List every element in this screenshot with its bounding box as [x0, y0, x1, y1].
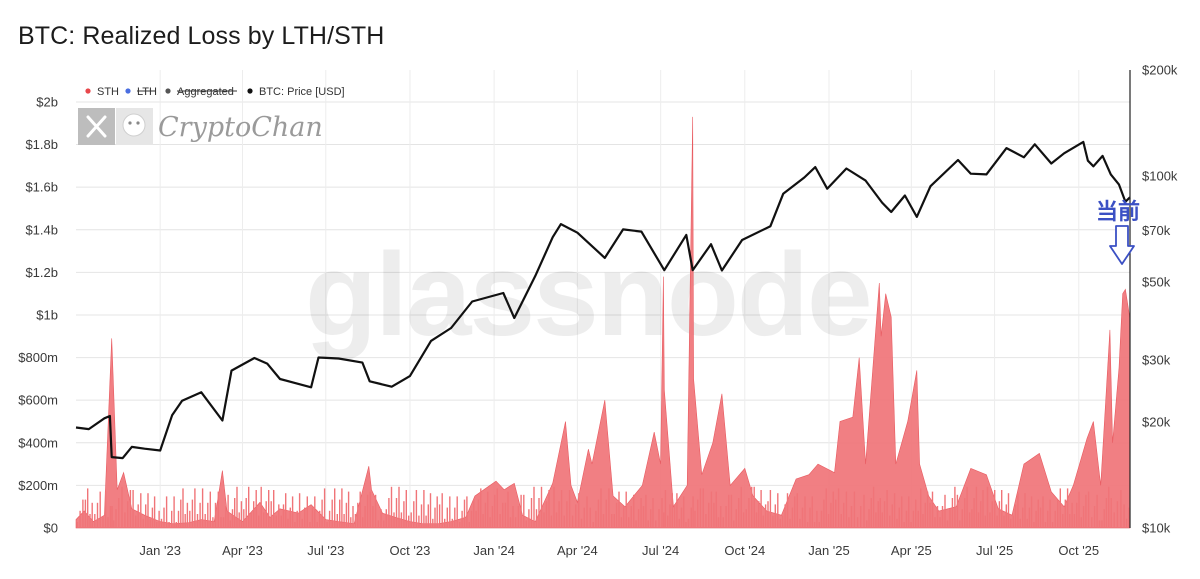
logo-text: CryptoChan: [158, 112, 323, 143]
x-axis-ticks: Jan '23 Apr '23 Jul '23 Oct '23 Jan '24 Apr '…: [139, 543, 1099, 558]
left-tick-label: $1.2b: [25, 265, 58, 280]
price-line: [75, 140, 1131, 460]
x-tick-label: Jul '25: [976, 543, 1013, 558]
x-tick-label: Jul '23: [307, 543, 344, 558]
legend-swatch: [125, 88, 131, 94]
x-tick-label: Jul '24: [642, 543, 679, 558]
legend-swatch: [165, 88, 171, 94]
x-tick-label: Apr '24: [557, 543, 598, 558]
x-tick-label: Oct '25: [1058, 543, 1099, 558]
legend-item[interactable]: Aggregated: [177, 86, 234, 98]
x-logo-glyph: [86, 115, 107, 138]
left-tick-label: $0: [44, 521, 58, 536]
x-tick-label: Apr '23: [222, 543, 263, 558]
x-tick-label: Jan '23: [139, 543, 181, 558]
avatar-face: [122, 113, 146, 137]
right-tick-label: $50k: [1142, 274, 1171, 289]
left-tick-label: $1.6b: [25, 180, 58, 195]
x-tick-label: Jan '25: [808, 543, 850, 558]
watermark-glassnode: glassnode: [305, 229, 871, 361]
x-tick-label: Oct '23: [390, 543, 431, 558]
legend-swatch: [85, 88, 91, 94]
legend-swatch: [247, 88, 253, 94]
x-tick-label: Apr '25: [891, 543, 932, 558]
right-tick-label: $20k: [1142, 415, 1171, 430]
legend: STH LTH Aggregated BTC: Price [USD]: [85, 86, 345, 98]
grid-layer: [76, 70, 1130, 529]
logo-overlay: CryptoChan: [78, 108, 323, 145]
right-tick-label: $70k: [1142, 223, 1171, 238]
left-tick-label: $200m: [18, 478, 58, 493]
left-tick-label: $400m: [18, 435, 58, 450]
right-axis-ticks: $10k $20k $30k $50k $70k $100k $200k: [1142, 63, 1178, 536]
chart-title: BTC: Realized Loss by LTH/STH: [18, 22, 385, 50]
right-tick-label: $10k: [1142, 521, 1171, 536]
left-tick-label: $1b: [36, 307, 58, 322]
x-tick-label: Jan '24: [473, 543, 515, 558]
left-tick-label: $800m: [18, 350, 58, 365]
legend-item[interactable]: LTH: [137, 86, 157, 98]
left-tick-label: $600m: [18, 393, 58, 408]
right-tick-label: $100k: [1142, 168, 1178, 183]
legend-item[interactable]: STH: [97, 86, 119, 98]
right-tick-label: $200k: [1142, 63, 1178, 78]
legend-item[interactable]: BTC: Price [USD]: [259, 86, 345, 98]
x-tick-label: Oct '24: [724, 543, 765, 558]
left-tick-label: $2b: [36, 94, 58, 109]
price-line-series: [75, 140, 1131, 460]
right-tick-label: $30k: [1142, 353, 1171, 368]
annotation-arrow-icon: [1109, 225, 1135, 265]
left-axis-ticks: $0 $200m $400m $600m $800m $1b $1.2b $1.4b $1.6b…: [18, 94, 58, 535]
annotation-label: 当前: [1096, 199, 1140, 225]
left-tick-label: $1.8b: [25, 137, 58, 152]
current-annotation: 当前: [1096, 199, 1140, 265]
sth-area-series: [75, 116, 1131, 529]
left-tick-label: $1.4b: [25, 222, 58, 237]
